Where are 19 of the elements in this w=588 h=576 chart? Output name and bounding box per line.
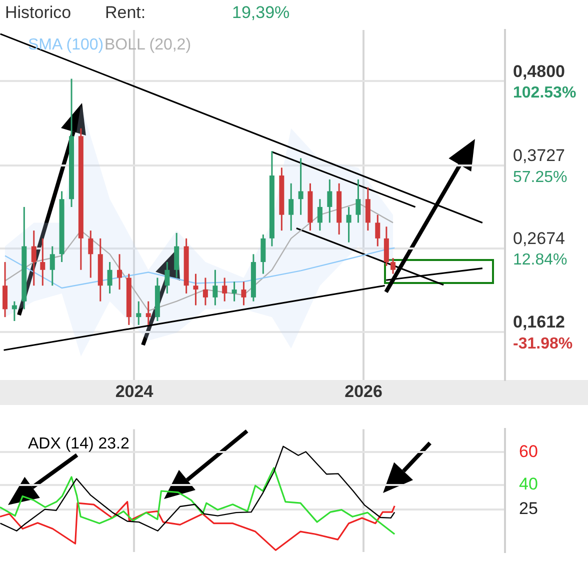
text: BOLL (20,2) (104, 36, 192, 54)
text: 19,39% (232, 3, 290, 23)
y-tick-label: 0,2674 (513, 229, 565, 248)
y2-tick-label: 102.53% (513, 84, 576, 102)
y-tick-label: 0,3727 (513, 146, 565, 166)
chart-subtitle: Rent: (105, 3, 146, 23)
y-tick-label: 60 (519, 442, 538, 461)
y2-tick-label: 57.25% (513, 168, 568, 186)
y-tick-label: 40 (519, 474, 538, 494)
y2-tick-label: 12.84% (513, 252, 568, 269)
x-tick-label: 2024 (115, 382, 154, 401)
y2-tick-label: -31.98% (513, 335, 573, 352)
y-tick-label: 0,1612 (513, 312, 565, 332)
x-tick-label: 2026 (344, 382, 382, 401)
text: ADX (14) 23.2 (28, 436, 130, 453)
y-tick-label: 0,4800 (513, 62, 565, 81)
chart-title: Historico (5, 3, 72, 23)
text: SMA (100) (28, 36, 104, 54)
y-tick-label: 25 (519, 498, 538, 518)
